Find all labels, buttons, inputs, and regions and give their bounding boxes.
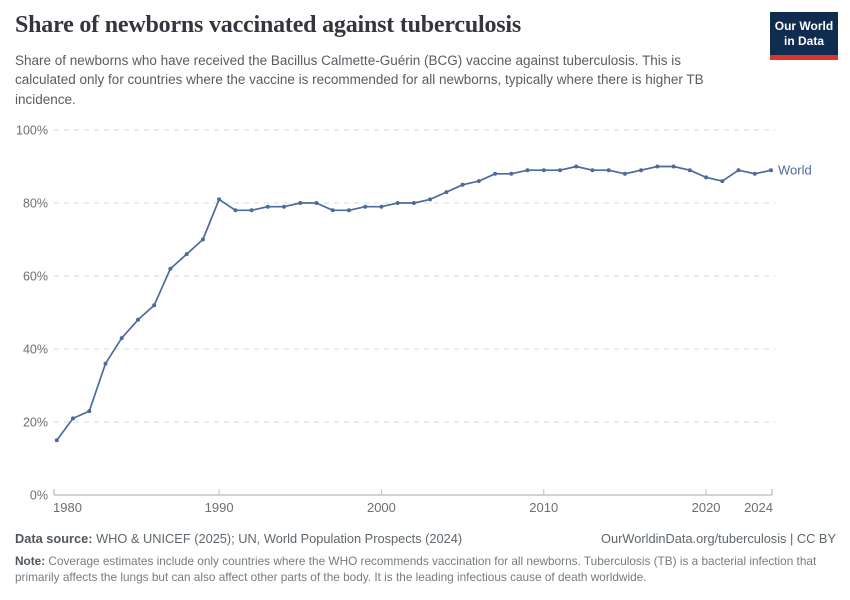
y-tick-label: 100% xyxy=(16,123,48,137)
data-point[interactable] xyxy=(298,201,303,205)
data-point[interactable] xyxy=(119,336,124,341)
data-point[interactable] xyxy=(200,237,205,242)
data-point[interactable] xyxy=(314,201,319,205)
data-point[interactable] xyxy=(233,208,238,213)
x-tick-label: 2020 xyxy=(692,500,721,515)
data-point[interactable] xyxy=(622,171,627,176)
data-point[interactable] xyxy=(152,303,157,308)
y-tick-label: 80% xyxy=(23,196,48,210)
data-point[interactable] xyxy=(606,168,611,173)
logo-text-line2: in Data xyxy=(783,34,824,48)
data-source-label: Data source: xyxy=(15,531,93,546)
data-point[interactable] xyxy=(444,190,449,195)
x-tick-label: 2000 xyxy=(367,500,396,515)
data-source-text: Data source: WHO & UNICEF (2025); UN, Wo… xyxy=(15,531,463,546)
footnote: Note: Coverage estimates include only co… xyxy=(15,553,836,586)
data-point[interactable] xyxy=(428,197,433,202)
x-tick-label: 2024 xyxy=(744,500,773,515)
x-tick-label: 1980 xyxy=(53,500,82,515)
data-point[interactable] xyxy=(87,409,92,414)
data-point[interactable] xyxy=(379,204,384,209)
note-text: Coverage estimates include only countrie… xyxy=(15,554,817,585)
data-point[interactable] xyxy=(493,171,498,176)
data-point[interactable] xyxy=(769,168,773,173)
data-point[interactable] xyxy=(54,438,59,443)
data-point[interactable] xyxy=(671,164,676,169)
data-point[interactable] xyxy=(590,168,595,173)
data-point[interactable] xyxy=(217,197,222,202)
y-tick-label: 40% xyxy=(23,342,48,356)
data-point[interactable] xyxy=(541,168,546,173)
y-tick-label: 0% xyxy=(30,488,48,502)
x-tick-label: 1990 xyxy=(205,500,234,515)
data-point[interactable] xyxy=(752,171,757,176)
data-point[interactable] xyxy=(103,361,108,366)
data-point[interactable] xyxy=(509,171,514,176)
x-tick-label: 2010 xyxy=(529,500,558,515)
data-point[interactable] xyxy=(395,201,400,205)
attribution-link[interactable]: OurWorldinData.org/tuberculosis | CC BY xyxy=(601,531,836,546)
data-point[interactable] xyxy=(476,179,481,184)
data-point[interactable] xyxy=(639,168,644,173)
page-title: Share of newborns vaccinated against tub… xyxy=(15,12,522,38)
data-point[interactable] xyxy=(282,204,286,209)
data-point[interactable] xyxy=(411,201,416,205)
data-point[interactable] xyxy=(347,208,351,213)
data-point[interactable] xyxy=(720,179,725,184)
data-point[interactable] xyxy=(525,168,530,173)
y-tick-label: 20% xyxy=(23,415,48,429)
logo-text-line1: Our World xyxy=(774,19,834,33)
y-tick-label: 60% xyxy=(23,269,48,283)
data-point[interactable] xyxy=(687,168,692,173)
data-point[interactable] xyxy=(655,164,660,169)
data-source-row: Data source: WHO & UNICEF (2025); UN, Wo… xyxy=(15,531,836,546)
world-series-label[interactable]: World xyxy=(778,163,812,178)
data-point[interactable] xyxy=(168,266,173,271)
line-chart[interactable]: 0% 20% 40% 60% 80% 100% 1980 1990 2000 2010 2020 20… xyxy=(0,118,850,522)
data-point[interactable] xyxy=(184,252,189,257)
data-point[interactable] xyxy=(704,175,709,180)
data-point[interactable] xyxy=(330,208,335,213)
data-point[interactable] xyxy=(71,416,75,421)
data-point[interactable] xyxy=(460,182,465,187)
world-series-line[interactable] xyxy=(55,165,772,442)
chart-subtitle: Share of newborns who have received the … xyxy=(15,53,704,107)
chart-footer: Data source: WHO & UNICEF (2025); UN, Wo… xyxy=(15,531,836,586)
data-point[interactable] xyxy=(136,317,140,322)
note-label: Note: xyxy=(15,554,46,568)
data-point[interactable] xyxy=(265,204,270,209)
data-point[interactable] xyxy=(558,168,562,173)
data-point[interactable] xyxy=(363,204,368,209)
data-point[interactable] xyxy=(736,168,741,173)
data-point[interactable] xyxy=(249,208,254,213)
data-point[interactable] xyxy=(574,164,579,169)
owid-logo: Our World in Data xyxy=(770,12,838,60)
